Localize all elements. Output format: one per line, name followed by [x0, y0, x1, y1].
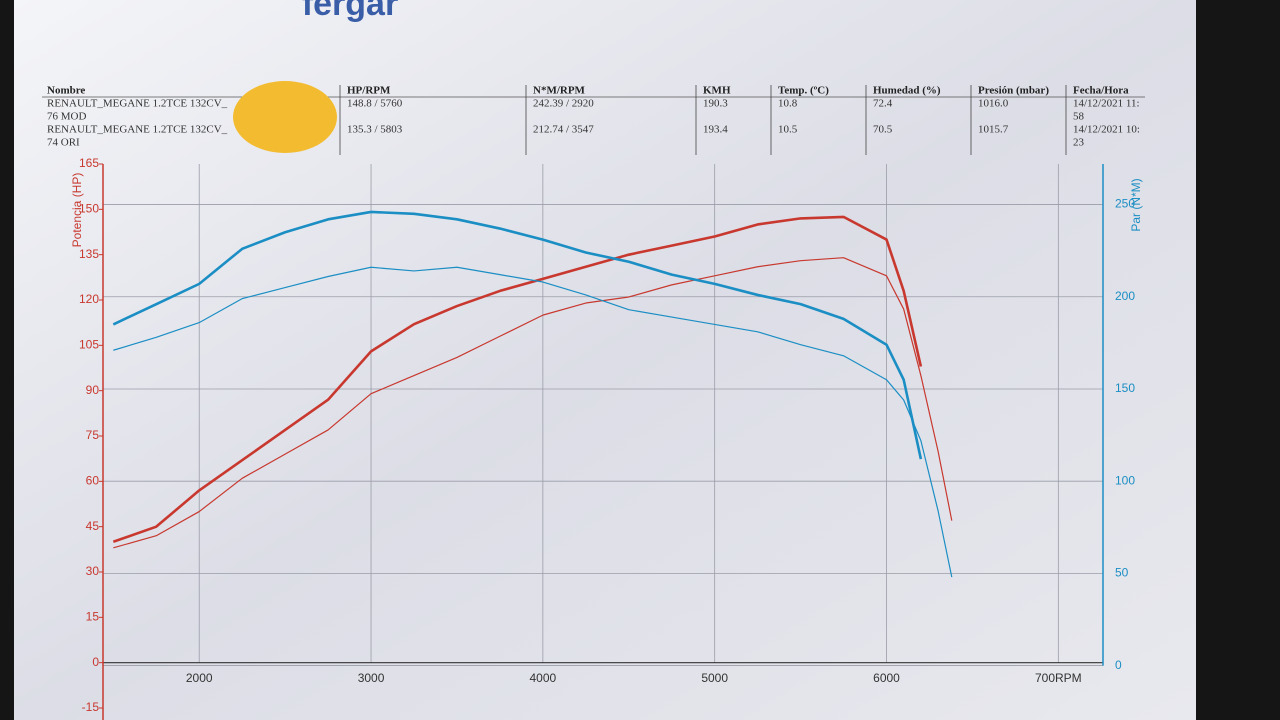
- redaction: [233, 81, 337, 153]
- y-tick-label: 60: [86, 474, 100, 488]
- row-name: RENAULT_MEGANE 1.2TCE 132CV_: [47, 98, 228, 110]
- column-header: Fecha/Hora: [1073, 85, 1129, 97]
- row-cell: 10.8: [778, 98, 798, 110]
- y-tick-label: 15: [86, 610, 100, 624]
- row-cell: 242.39 / 2920: [533, 98, 594, 110]
- row-cell: 23: [1073, 137, 1085, 149]
- y2-tick-label: 250: [1115, 197, 1135, 211]
- x-tick-label: 6000: [873, 671, 900, 685]
- series-line: [113, 257, 953, 549]
- series-line: [113, 266, 953, 578]
- row-name: RENAULT_MEGANE 1.2TCE 132CV_: [47, 124, 228, 136]
- y-tick-label: 120: [79, 292, 99, 306]
- row-cell: 14/12/2021 10:: [1073, 124, 1140, 136]
- row-cell: 58: [1073, 111, 1085, 123]
- y-tick-label: 45: [86, 519, 100, 533]
- row-cell: 1015.7: [978, 124, 1009, 136]
- y2-axis-label: Par (N*M): [1129, 178, 1143, 231]
- column-header: HP/RPM: [347, 85, 391, 97]
- y-tick-label: 0: [92, 655, 99, 669]
- y-tick-label: 165: [79, 156, 99, 170]
- y2-tick-label: 50: [1115, 566, 1129, 580]
- row-cell: 70.5: [873, 124, 893, 136]
- column-header: Temp. (ºC): [778, 85, 829, 97]
- y-tick-label: 30: [86, 564, 100, 578]
- y2-tick-label: 200: [1115, 289, 1135, 303]
- series-line: [112, 210, 923, 460]
- row-cell: 1016.0: [978, 98, 1009, 110]
- series-line: [112, 215, 923, 544]
- x-tick-label: 2000: [186, 671, 213, 685]
- column-header: N*M/RPM: [533, 85, 586, 97]
- y2-tick-label: 150: [1115, 381, 1135, 395]
- logo: fergar: [302, 0, 398, 23]
- row-cell: 135.3 / 5803: [347, 124, 403, 136]
- y-tick-label: 105: [79, 338, 99, 352]
- column-header: Presión (mbar): [978, 85, 1049, 97]
- x-tick-label: 700RPM: [1035, 671, 1082, 685]
- x-tick-label: 5000: [701, 671, 728, 685]
- row-cell: 193.4: [703, 124, 728, 136]
- x-tick-label: 3000: [358, 671, 385, 685]
- y2-tick-label: 100: [1115, 473, 1135, 487]
- y-tick-label: -15: [82, 700, 100, 714]
- row-cell: 190.3: [703, 98, 728, 110]
- y-tick-label: 135: [79, 247, 99, 261]
- y-axis-label: Potencia (HP): [70, 173, 84, 248]
- paper: [14, 0, 1196, 720]
- row-cell: 10.5: [778, 124, 798, 136]
- row-cell: 212.74 / 3547: [533, 124, 594, 136]
- y-tick-label: 90: [86, 383, 100, 397]
- y-tick-label: 150: [79, 202, 99, 216]
- row-cell: 148.8 / 5760: [347, 98, 403, 110]
- row-cell: 14/12/2021 11:: [1073, 98, 1140, 110]
- row-tag: 76 MOD: [47, 111, 86, 123]
- row-tag: 74 ORI: [47, 137, 80, 149]
- x-tick-label: 4000: [530, 671, 557, 685]
- row-cell: 72.4: [873, 98, 893, 110]
- y-tick-label: 75: [86, 428, 100, 442]
- column-header: Nombre: [47, 85, 85, 97]
- column-header: Humedad (%): [873, 85, 941, 97]
- column-header: KMH: [703, 85, 731, 97]
- y2-tick-label: 0: [1115, 658, 1122, 672]
